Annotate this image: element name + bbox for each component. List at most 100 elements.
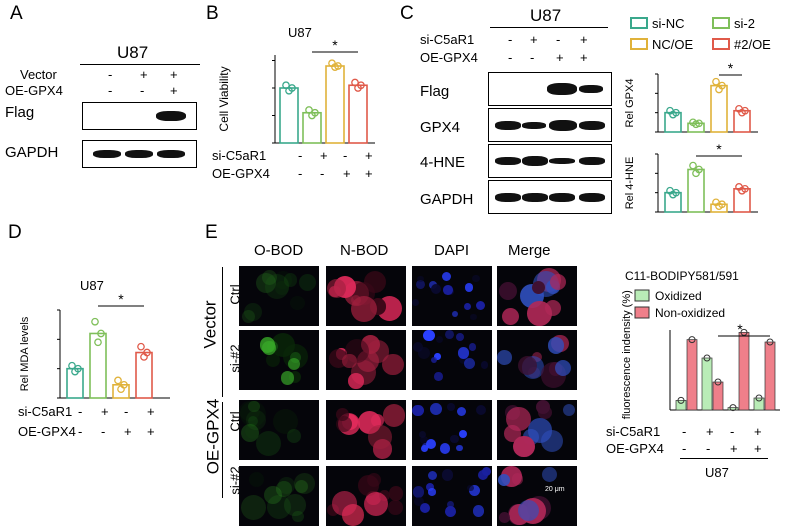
panel-e-row-oegpx4: OE-GPX4 xyxy=(606,441,664,456)
band xyxy=(522,156,548,166)
panel-c-row-oegpx4: OE-GPX4 xyxy=(420,50,478,65)
cell-blob xyxy=(332,491,358,516)
cell-blob xyxy=(451,310,458,317)
sign: - xyxy=(78,424,83,439)
blot-gapdh-c xyxy=(488,180,612,214)
cell-blob xyxy=(261,269,278,286)
cell-blob xyxy=(417,275,424,283)
cell-blob xyxy=(425,439,436,450)
cell-blob xyxy=(562,403,576,417)
sign: + xyxy=(365,148,373,163)
bar xyxy=(712,381,724,411)
chart-title: C11-BODIPY581/591 xyxy=(625,270,739,283)
sign: + xyxy=(147,424,155,439)
sign: + xyxy=(530,32,538,47)
bar xyxy=(733,109,751,133)
cell-blob xyxy=(280,371,295,385)
bar xyxy=(325,65,345,144)
panel-a-row-vector: Vector xyxy=(20,67,57,82)
cell-blob xyxy=(292,510,304,523)
legend-swatch-2oe xyxy=(712,38,730,50)
cell-blob xyxy=(464,283,474,293)
data-point xyxy=(740,328,748,336)
micrograph-tile xyxy=(239,330,319,390)
cell-blob xyxy=(468,484,480,496)
cell-blob xyxy=(255,430,281,456)
micrograph-tile xyxy=(412,330,492,390)
sign: + xyxy=(124,424,132,439)
data-point xyxy=(288,84,296,92)
bar xyxy=(675,400,687,411)
legend-swatch-sinc xyxy=(630,17,648,29)
chart-c-bottom: Rel 4-HNE * xyxy=(624,141,758,213)
group-divider-vector xyxy=(222,267,223,397)
cell-blob xyxy=(442,285,453,295)
cell-blob xyxy=(348,373,364,389)
micrograph-tile xyxy=(326,330,406,390)
data-point xyxy=(755,394,763,402)
sign: + xyxy=(365,166,373,181)
group-label-oegpx4: OE-GPX4 xyxy=(203,398,223,475)
cell-blob xyxy=(240,423,259,442)
chart-title: U87 xyxy=(288,25,312,40)
sign: + xyxy=(580,32,588,47)
panel-label-e: E xyxy=(205,222,218,243)
cell-blob xyxy=(547,337,564,354)
data-point xyxy=(695,119,703,128)
cell-blob xyxy=(456,407,466,417)
cell-blob xyxy=(472,274,480,283)
cell-blob xyxy=(243,302,262,321)
cell-blob xyxy=(265,274,290,299)
data-point xyxy=(703,354,711,362)
y-axis-label: Rel GPX4 xyxy=(624,79,636,128)
band xyxy=(93,150,121,158)
cell-blob xyxy=(447,403,455,411)
data-point xyxy=(311,108,319,117)
band xyxy=(547,83,577,95)
micrograph-tile xyxy=(326,400,406,460)
group-label-vector: Vector xyxy=(200,300,220,349)
cell-blob xyxy=(512,473,524,485)
cell-blob xyxy=(259,337,276,353)
panel-d-row-oegpx4: OE-GPX4 xyxy=(18,424,76,439)
sign: - xyxy=(530,50,535,65)
micrograph-tile xyxy=(239,266,319,326)
micrograph-tile xyxy=(412,466,492,526)
data-point xyxy=(677,396,685,404)
group-divider-oegpx4 xyxy=(222,402,223,498)
cell-blob xyxy=(255,272,277,294)
cell-blob xyxy=(498,474,510,486)
micrograph-tile xyxy=(239,466,319,526)
cell-blob xyxy=(412,342,424,353)
bar xyxy=(687,168,705,213)
sign: - xyxy=(508,50,513,65)
sign: + xyxy=(320,148,328,163)
data-point xyxy=(766,338,774,346)
data-point xyxy=(718,200,726,209)
cell-blob xyxy=(273,270,292,289)
band xyxy=(157,150,185,158)
sign: - xyxy=(682,424,687,439)
band xyxy=(549,193,575,202)
cell-blob xyxy=(239,400,260,422)
legend-label: Oxidized xyxy=(655,289,702,303)
cell-blob xyxy=(468,343,477,351)
legend-label-sinc: si-NC xyxy=(652,16,685,31)
cell-blob xyxy=(499,512,510,523)
significance-star: * xyxy=(728,60,734,76)
cell-blob xyxy=(382,353,404,375)
col-header-nbod: N-BOD xyxy=(340,242,389,259)
blot-label-flag-a: Flag xyxy=(5,104,35,121)
cell-blob xyxy=(264,485,283,504)
cell-blob xyxy=(423,330,435,342)
sign: + xyxy=(170,67,178,82)
data-point xyxy=(357,81,365,90)
cell-blob xyxy=(441,272,452,282)
cell-blob xyxy=(444,330,454,340)
cell-blob xyxy=(299,274,317,292)
data-point xyxy=(143,348,151,357)
cell-blob xyxy=(275,281,289,295)
cell-blob xyxy=(470,313,477,321)
sign: - xyxy=(78,404,83,419)
cell-blob xyxy=(242,310,256,324)
